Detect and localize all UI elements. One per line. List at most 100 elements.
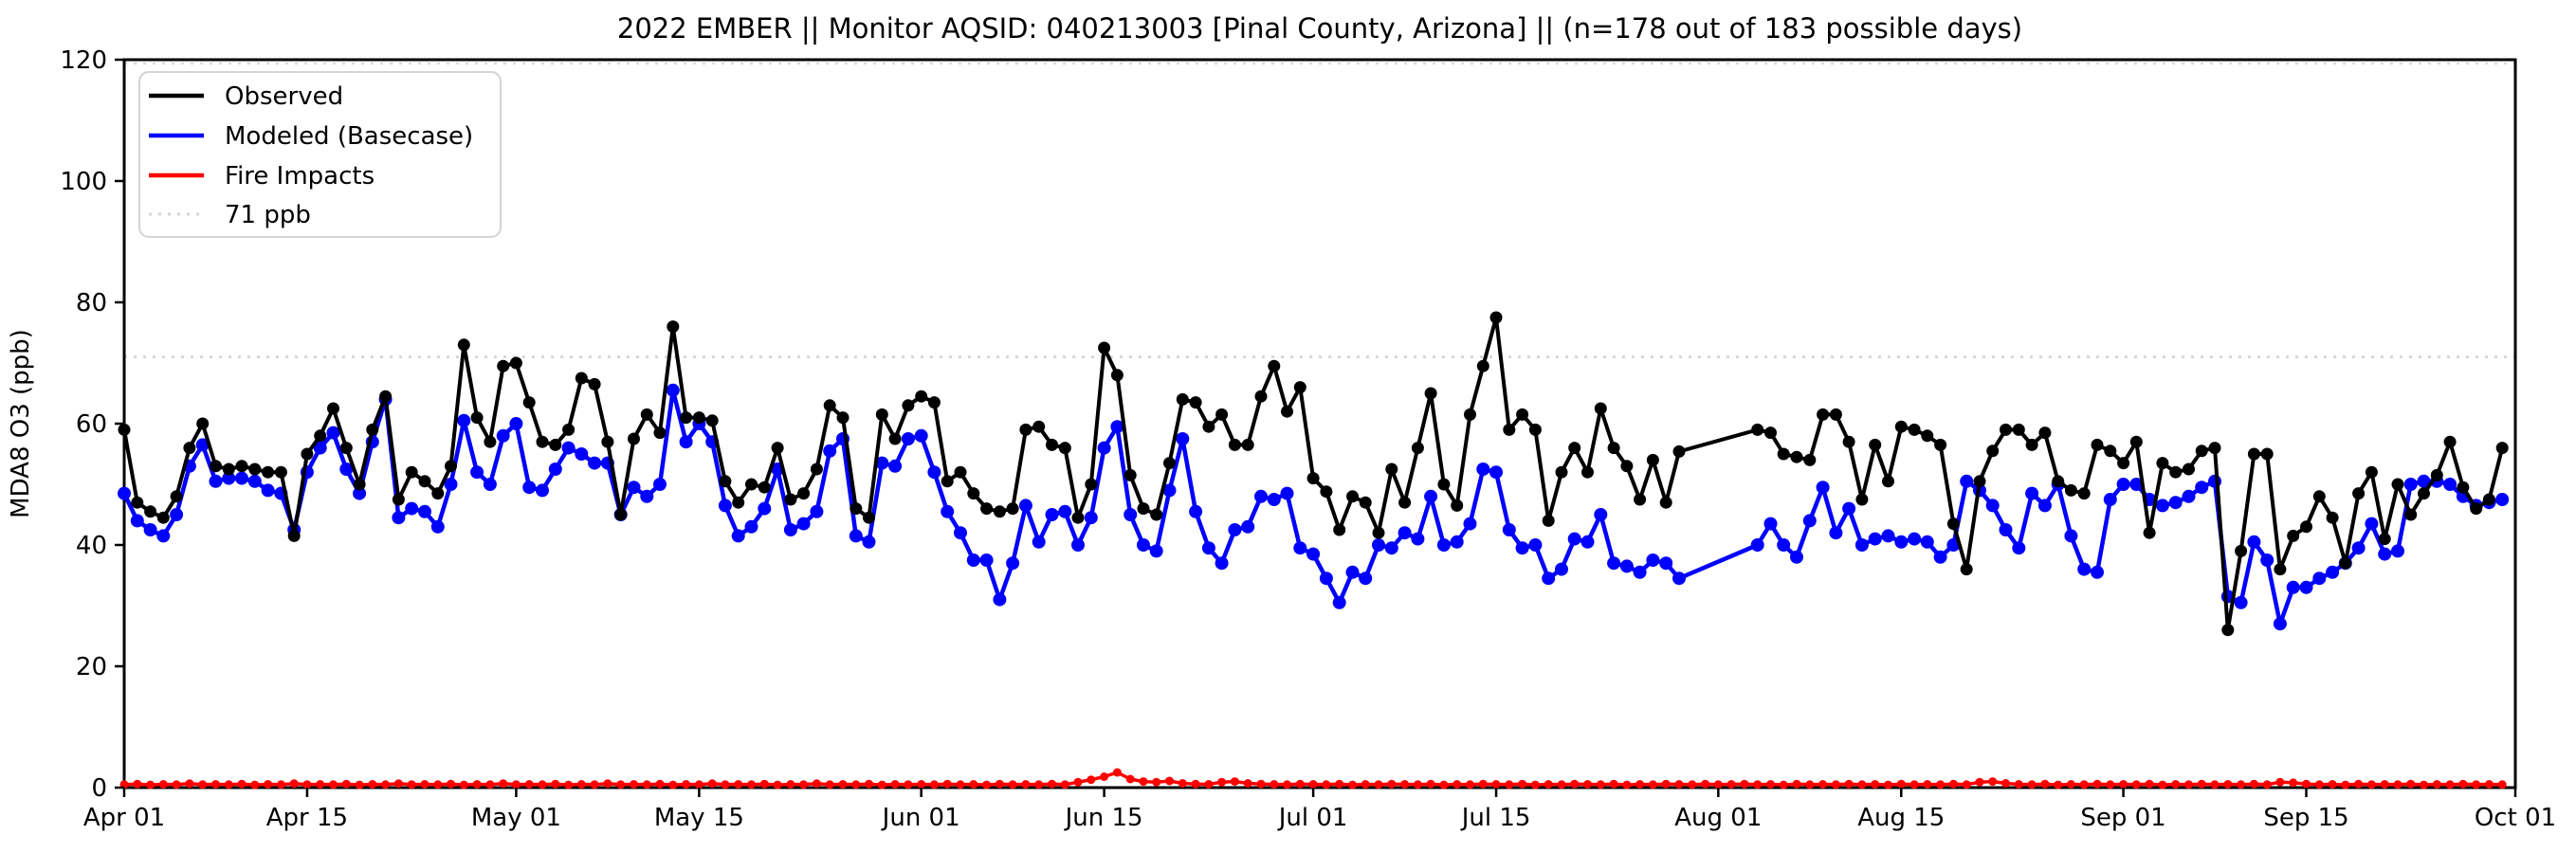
observed-marker [771, 442, 784, 455]
fire-impacts-marker [368, 780, 377, 789]
fire-impacts-marker [1648, 780, 1657, 789]
fire-impacts-marker [172, 780, 181, 789]
fire-impacts-marker [2262, 780, 2272, 789]
observed-marker [1437, 478, 1451, 491]
fire-impacts-marker [825, 780, 834, 789]
modeled-marker [156, 529, 171, 543]
modeled-marker [1436, 538, 1451, 552]
modeled-marker [2312, 572, 2327, 586]
fire-impacts-marker [1191, 779, 1200, 789]
fire-impacts-marker [1374, 780, 1383, 789]
modeled-marker [430, 519, 445, 534]
modeled-marker [1802, 514, 1817, 528]
observed-marker [915, 390, 928, 403]
fire-impacts-marker [1713, 780, 1723, 789]
fire-impacts-marker [1962, 780, 1971, 789]
modeled-marker [496, 428, 510, 443]
modeled-marker [718, 499, 732, 513]
fire-impacts-marker [1609, 779, 1618, 789]
observed-marker [405, 465, 418, 479]
fire-impacts-marker [1948, 779, 1958, 789]
modeled-marker [796, 517, 811, 531]
modeled-marker [326, 426, 340, 440]
x-tick-label: Apr 15 [266, 804, 348, 832]
fire-impacts-marker [2275, 777, 2285, 787]
fire-impacts-marker [1322, 780, 1331, 789]
observed-marker [1921, 429, 1934, 443]
fire-impacts-marker [2302, 779, 2311, 789]
observed-marker [2129, 435, 2143, 448]
observed-marker [823, 399, 836, 412]
observed-marker [902, 399, 915, 412]
fire-impacts-marker [682, 780, 691, 789]
modeled-marker [261, 483, 275, 498]
legend-item-label: Modeled (Basecase) [225, 122, 473, 151]
observed-marker [2300, 520, 2312, 534]
observed-marker [2365, 465, 2378, 479]
fire-impacts-marker [1674, 780, 1684, 789]
fire-impacts-marker [2131, 780, 2141, 789]
modeled-marker [627, 481, 641, 495]
modeled-marker [2182, 489, 2196, 503]
fire-impacts-marker [2484, 780, 2494, 789]
observed-marker [1228, 438, 1241, 451]
fire-impacts-marker [747, 780, 756, 789]
observed-marker [1581, 465, 1594, 479]
observed-marker [1071, 511, 1085, 524]
fire-impacts-marker [237, 779, 247, 789]
fire-impacts-marker [1726, 780, 1736, 789]
fire-impacts-marker [1936, 780, 1946, 789]
observed-marker [784, 493, 797, 506]
fire-impacts-marker [1139, 777, 1148, 787]
observed-marker [1568, 442, 1581, 455]
fire-impacts-marker [551, 779, 560, 789]
observed-marker [2495, 442, 2509, 455]
modeled-marker [810, 504, 824, 518]
fire-impacts-marker [302, 780, 312, 789]
observed-marker [1346, 490, 1359, 503]
fire-impacts-marker [2341, 780, 2350, 789]
fire-impacts-marker [224, 780, 233, 789]
fire-impacts-marker [420, 780, 429, 789]
observed-marker [1908, 423, 1921, 436]
modeled-marker [966, 554, 980, 567]
fire-impacts-marker [904, 780, 913, 789]
observed-marker [2156, 457, 2169, 470]
observed-marker [1934, 438, 1947, 451]
modeled-marker [2378, 547, 2392, 561]
observed-marker [1646, 453, 1659, 466]
fire-impacts-marker [341, 779, 351, 789]
fire-impacts-marker [1975, 777, 1984, 787]
modeled-marker [2129, 478, 2144, 491]
fire-impacts-marker [734, 780, 743, 789]
fire-impacts-marker [2014, 780, 2023, 789]
fire-impacts-marker [1204, 780, 1214, 789]
fire-impacts-marker [1021, 780, 1031, 789]
modeled-marker [1476, 463, 1490, 476]
fire-impacts-marker [1008, 780, 1017, 789]
observed-marker [1098, 341, 1111, 354]
fire-impacts-marker [2171, 780, 2181, 789]
observed-marker [2247, 447, 2260, 461]
observed-marker [2208, 442, 2221, 455]
modeled-marker [405, 501, 419, 516]
modeled-marker [483, 478, 497, 491]
modeled-marker [1110, 420, 1124, 434]
x-tick-label: Oct 01 [2475, 804, 2556, 832]
fire-impacts-marker [1361, 780, 1370, 789]
fire-impacts-marker [1871, 780, 1880, 789]
observed-marker [2117, 457, 2130, 470]
fire-impacts-marker [393, 779, 403, 789]
modeled-marker [2391, 544, 2404, 558]
modeled-marker [1045, 508, 1059, 521]
modeled-marker [1829, 526, 1843, 540]
observed-marker [562, 423, 575, 436]
modeled-marker [640, 489, 654, 503]
fire-impacts-marker [2066, 780, 2075, 789]
observed-marker [274, 465, 287, 479]
observed-marker [1451, 499, 1464, 512]
fire-impacts-marker [2001, 779, 2010, 788]
legend-item-label: Observed [225, 82, 343, 111]
observed-marker [1882, 475, 1894, 488]
observed-marker [2457, 481, 2470, 494]
